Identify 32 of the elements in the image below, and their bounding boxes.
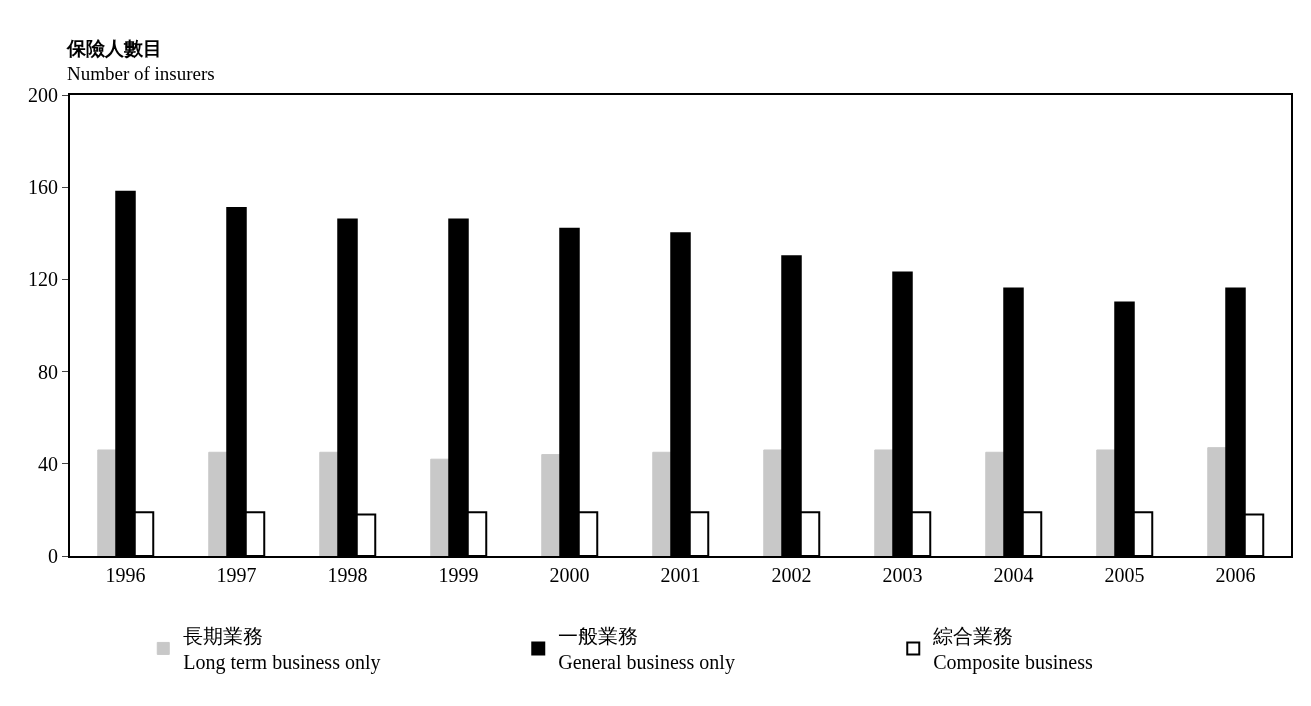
legend-label: 一般業務 General business only: [558, 625, 735, 675]
x-tick-label: 1999: [438, 564, 479, 586]
x-tick-label: 1996: [105, 564, 146, 586]
y-tick-label: 160: [28, 176, 58, 199]
bar: [763, 449, 783, 556]
x-tick-label: 2006: [1215, 564, 1256, 586]
bar: [97, 449, 117, 556]
bar: [319, 451, 339, 556]
x-tick-label: 2003: [882, 564, 923, 586]
bar: [985, 451, 1005, 556]
bar: [430, 458, 450, 556]
legend-label: 綜合業務 Composite business: [932, 625, 1093, 675]
x-tick-label: 1997: [216, 564, 257, 586]
bar: [652, 451, 672, 556]
bar: [208, 451, 228, 556]
bar: [541, 454, 561, 556]
bar: [874, 449, 894, 556]
x-tick-label: 2005: [1104, 564, 1145, 586]
x-tick-label: 2004: [993, 564, 1034, 586]
y-tick-label: 40: [38, 452, 58, 475]
y-tick-label: 120: [28, 268, 58, 291]
x-tick-label: 2001: [660, 564, 701, 586]
x-tick-label: 2002: [771, 564, 812, 586]
y-axis-title: 保險人數目 Number of insurers: [66, 38, 215, 84]
y-tick-label: 0: [48, 545, 58, 567]
bar: [1207, 447, 1227, 556]
y-tick-label: 200: [28, 84, 58, 106]
x-tick-label: 2000: [549, 564, 590, 586]
bar: [1096, 449, 1116, 556]
y-tick-label: 80: [38, 360, 58, 383]
legend-label: 長期業務 Long term business only: [183, 625, 381, 675]
x-tick-label: 1998: [327, 564, 368, 586]
